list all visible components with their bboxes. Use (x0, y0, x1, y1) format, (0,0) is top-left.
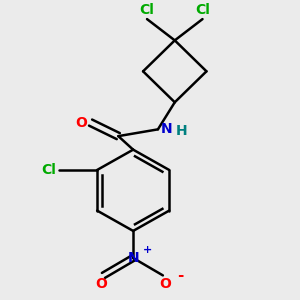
Text: O: O (95, 277, 107, 291)
Text: O: O (76, 116, 88, 130)
Text: Cl: Cl (195, 3, 210, 17)
Text: N: N (127, 251, 139, 265)
Text: Cl: Cl (42, 163, 56, 177)
Text: Cl: Cl (140, 3, 154, 17)
Text: H: H (176, 124, 188, 138)
Text: +: + (143, 245, 152, 255)
Text: O: O (159, 277, 171, 291)
Text: -: - (177, 268, 183, 283)
Text: N: N (161, 122, 172, 136)
